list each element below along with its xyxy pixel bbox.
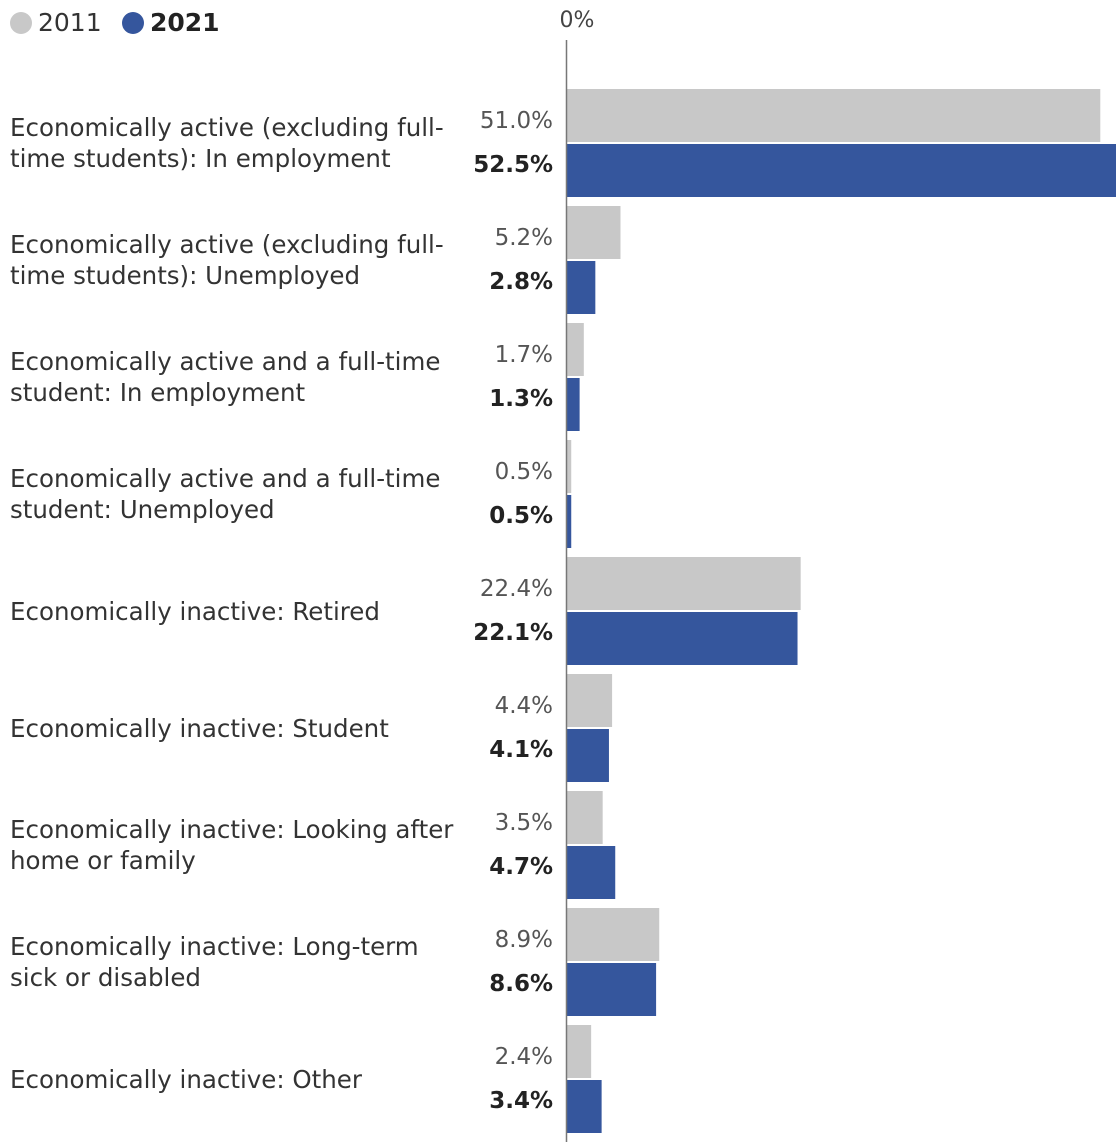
value-label-2011-1: 51.0% [479,108,553,134]
category-label-3: Economically active and a full-time stud… [10,347,441,407]
value-label-2011-5: 22.4% [479,576,553,602]
value-label-2021-7: 4.7% [489,854,553,880]
legend-item-2011: 2011 [10,6,102,40]
value-label-2021-2: 2.8% [489,269,553,295]
value-label-2011-7: 3.5% [494,810,553,836]
value-label-2011-3: 1.7% [494,342,553,368]
bar-2011-economically-inactive-long-term-sick-or-disabled [566,908,660,961]
bar-2011-economically-active-excluding-full-time-students-in-employment [566,89,1101,142]
category-label-2: Economically active (excluding full-time… [10,230,444,290]
bar-2021-economically-active-excluding-full-time-students-unemployed [566,261,596,314]
legend-label-2011: 2011 [38,8,102,37]
value-label-2021-6: 4.1% [489,737,553,763]
bar-2021-economically-active-excluding-full-time-students-in-employment [566,144,1116,197]
category-label-8: Economically inactive: Long-term sick or… [10,932,419,992]
bar-2011-economically-active-and-a-full-time-student-in-employment [566,323,584,376]
value-label-2011-9: 2.4% [494,1044,553,1070]
legend-item-2021: 2021 [122,6,220,40]
bar-2021-economically-active-and-a-full-time-student-in-employment [566,378,580,431]
bars-layer [566,89,1116,1133]
bar-2011-economically-inactive-other [566,1025,592,1078]
value-label-2021-1: 52.5% [473,152,553,178]
legend-swatch-2021 [122,12,144,34]
bar-2011-economically-inactive-student [566,674,613,727]
bar-2021-economically-inactive-student [566,729,609,782]
legend-swatch-2011 [10,12,32,34]
bar-2021-economically-inactive-retired [566,612,798,665]
category-label-9: Economically inactive: Other [10,1064,362,1094]
value-label-2021-4: 0.5% [489,503,553,529]
bar-2021-economically-active-and-a-full-time-student-unemployed [566,495,572,548]
bar-2011-economically-inactive-looking-after-home-or-family [566,791,603,844]
value-label-2011-2: 5.2% [494,225,553,251]
value-label-2011-8: 8.9% [494,927,553,953]
value-label-2021-8: 8.6% [489,971,553,997]
value-label-2021-3: 1.3% [489,386,553,412]
bar-2011-economically-active-and-a-full-time-student-unemployed [566,440,572,493]
axis-zero-label: 0% [559,8,595,33]
category-label-1: Economically active (excluding full-time… [10,113,444,173]
value-label-2021-5: 22.1% [473,620,553,646]
category-label-4: Economically active and a full-time stud… [10,464,441,524]
bar-2021-economically-inactive-other [566,1080,602,1133]
value-label-2011-4: 0.5% [494,459,553,485]
legend-label-2021: 2021 [150,8,220,37]
bar-2011-economically-inactive-retired [566,557,801,610]
category-label-6: Economically inactive: Student [10,713,389,743]
value-label-2011-6: 4.4% [494,693,553,719]
bar-2021-economically-inactive-looking-after-home-or-family [566,846,616,899]
value-label-2021-9: 3.4% [489,1088,553,1114]
category-label-7: Economically inactive: Looking after hom… [10,815,454,875]
category-label-5: Economically inactive: Retired [10,596,380,626]
bar-2011-economically-active-excluding-full-time-students-unemployed [566,206,621,259]
bar-2021-economically-inactive-long-term-sick-or-disabled [566,963,657,1016]
